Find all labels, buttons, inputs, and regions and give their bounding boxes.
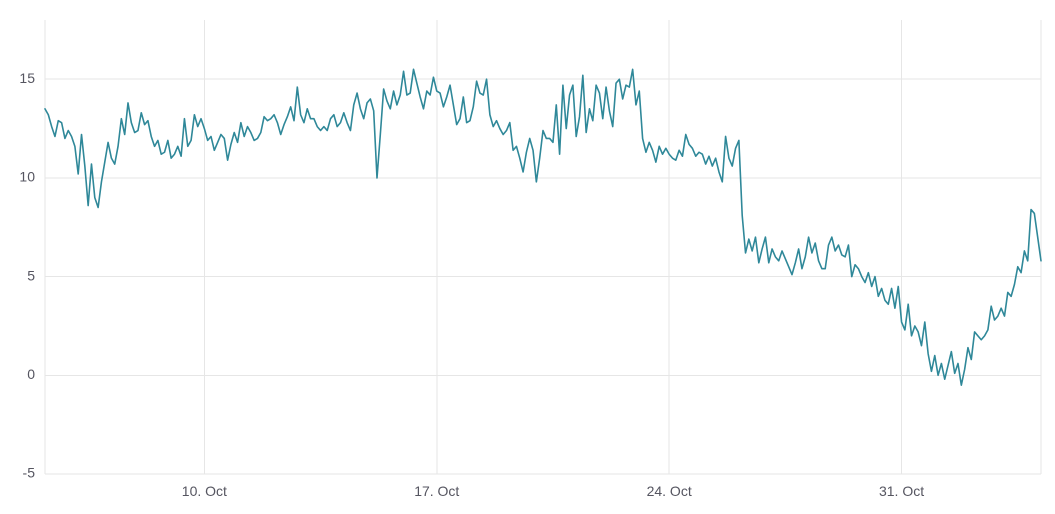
y-tick-label: 0 xyxy=(27,366,35,382)
line-chart: -5 0 5 10 15 10. Oct 17. Oct 24. Oct 31. Oct xyxy=(0,0,1055,514)
y-tick-label: 15 xyxy=(19,70,35,86)
x-tick-label: 31. Oct xyxy=(879,483,924,499)
y-tick-label: 5 xyxy=(27,267,35,283)
x-tick-label: 24. Oct xyxy=(647,483,692,499)
chart-svg: -5 0 5 10 15 10. Oct 17. Oct 24. Oct 31. Oct xyxy=(0,0,1055,514)
y-tick-label: 10 xyxy=(19,169,35,185)
x-tick-label: 17. Oct xyxy=(414,483,459,499)
y-tick-label: -5 xyxy=(23,465,36,481)
x-tick-label: 10. Oct xyxy=(182,483,227,499)
